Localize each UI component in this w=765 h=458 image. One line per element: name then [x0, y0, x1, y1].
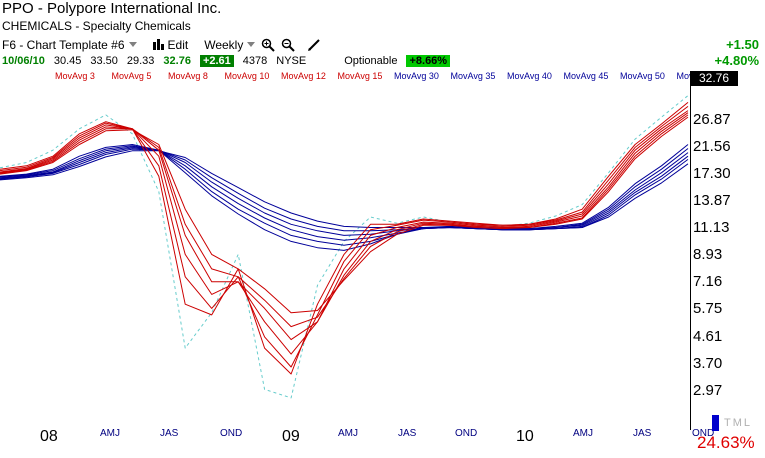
quote-volume: 4378 — [242, 54, 268, 67]
chevron-down-icon — [247, 42, 256, 47]
x-tick-label: JAS — [633, 428, 652, 439]
x-tick-label: AMJ — [100, 428, 120, 439]
series-line-movavg-12 — [0, 114, 689, 328]
series-line-movavg-5 — [0, 106, 689, 368]
legend-item: MovAvg 30 — [394, 71, 439, 81]
bar-chart-icon — [152, 39, 164, 50]
period-select[interactable]: Weekly — [204, 37, 256, 52]
x-tick-label: 08 — [40, 428, 58, 445]
zoom-in-button[interactable] — [261, 38, 276, 52]
legend-item: MovAvg 3 — [55, 71, 95, 81]
legend-item: MovAvg 8 — [168, 71, 208, 81]
legend-item: MovAvg 12 — [281, 71, 326, 81]
period-label: Weekly — [204, 37, 244, 52]
template-label: F6 - Chart Template #6 — [2, 37, 125, 52]
edit-label: Edit — [167, 37, 189, 52]
chevron-down-icon — [128, 42, 137, 47]
right-pct-change: +4.80% — [714, 53, 759, 68]
rs-percent: 24.63% — [697, 433, 755, 452]
x-tick-label: AMJ — [338, 428, 358, 439]
toolbar: F6 - Chart Template #6 Edit Weekly — [2, 36, 327, 53]
series-line-price — [0, 95, 689, 399]
time-axis: 08 AMJ JAS OND 09 AMJ JAS OND 10 AMJ JAS OND — [0, 420, 714, 458]
quote-open: 30.45 — [53, 54, 82, 67]
x-tick-label: 10 — [516, 428, 534, 445]
industry-label: CHEMICALS - Specialty Chemicals — [2, 19, 191, 33]
series-line-movavg-3 — [0, 102, 689, 375]
legend-item: MovAvg 15 — [337, 71, 383, 81]
draw-button[interactable] — [307, 38, 321, 52]
series-line-movavg-30 — [0, 144, 689, 251]
legend-item: MovAvg 35 — [450, 71, 496, 81]
y-tick-label: 11.13 — [693, 219, 730, 237]
pct-change-badge: +8.66% — [406, 54, 451, 67]
y-tick-label: 8.93 — [693, 246, 723, 264]
y-tick-label: 21.56 — [693, 138, 731, 155]
series-line-movavg-60 — [0, 150, 689, 231]
x-tick-label: AMJ — [573, 428, 593, 439]
y-tick-label: 17.30 — [693, 165, 731, 183]
x-tick-label: JAS — [160, 428, 179, 439]
legend-item: MovAvg 10 — [224, 71, 270, 81]
edit-button[interactable]: Edit — [152, 37, 189, 52]
right-change: +1.50 — [726, 37, 759, 52]
quote-date: 10/06/10 — [2, 54, 45, 67]
series-line-movavg-35 — [0, 145, 689, 246]
zoom-out-button[interactable] — [281, 38, 296, 52]
rs-bar — [712, 415, 719, 431]
y-tick-label: 2.97 — [693, 381, 723, 399]
series-line-movavg-15 — [0, 116, 689, 314]
zoom-out-icon — [282, 38, 296, 52]
series-line-movavg-40 — [0, 146, 689, 241]
tml-label: TML — [724, 417, 752, 429]
x-tick-label: OND — [220, 428, 243, 439]
y-tick-label: 5.75 — [693, 300, 723, 318]
template-select[interactable]: F6 - Chart Template #6 — [2, 38, 137, 52]
current-price-badge: 32.76 — [690, 71, 738, 86]
legend-item: MovAvg 45 — [563, 71, 609, 81]
legend-item: MovAvg 40 — [507, 71, 552, 81]
quote-close: 32.76 — [163, 54, 191, 67]
legend-item: MovAvg 50 — [620, 71, 665, 81]
quote-row: 10/06/10 30.45 33.50 29.33 32.76 +2.61 4… — [2, 53, 459, 68]
series-line-movavg-45 — [0, 147, 689, 236]
pencil-icon — [308, 38, 321, 51]
quote-low: 29.33 — [126, 54, 155, 67]
price-axis: 26.87 21.56 17.30 13.87 11.13 8.93 7.16 5.75 4.6… — [691, 72, 765, 432]
series-line-movavg-8 — [0, 110, 689, 355]
optionable-label: Optionable — [344, 54, 398, 67]
x-tick-label: 09 — [282, 428, 300, 445]
series-line-movavg-10 — [0, 112, 689, 341]
x-tick-label: OND — [692, 428, 715, 439]
x-tick-label: OND — [455, 428, 478, 439]
y-tick-label: 3.70 — [693, 354, 723, 372]
quote-high: 33.50 — [90, 54, 118, 67]
y-tick-label: 26.87 — [693, 110, 731, 128]
header: PPO - Polypore International Inc. CHEMIC… — [0, 0, 765, 72]
legend-item: MovAvg 5 — [111, 71, 152, 81]
change-badge: +2.61 — [199, 54, 234, 67]
zoom-in-icon — [262, 38, 276, 52]
x-tick-label: JAS — [398, 428, 417, 439]
y-tick-label: 13.87 — [693, 192, 731, 210]
legend-item: MovAvg 60 — [676, 71, 691, 81]
chart-legend: MovAvg 3 MovAvg 5 MovAvg 8 MovAvg 10 MovAvg … — [0, 71, 690, 82]
stock-title: PPO - Polypore International Inc. — [2, 0, 222, 17]
exchange-label: NYSE — [276, 54, 307, 67]
series-line-movavg-50 — [0, 148, 689, 232]
y-tick-label: 7.16 — [693, 273, 723, 291]
price-chart[interactable] — [0, 72, 691, 430]
y-tick-label: 4.61 — [693, 327, 723, 345]
